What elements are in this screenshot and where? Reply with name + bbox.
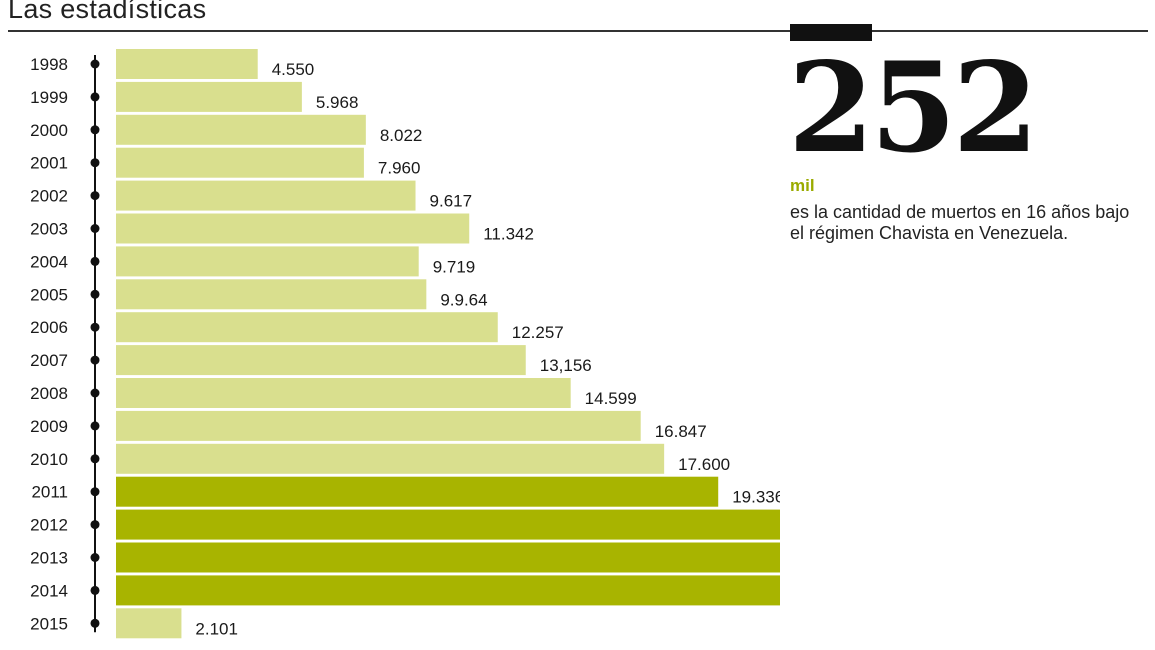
year-label-2009: 2009: [30, 417, 68, 436]
year-label-2014: 2014: [30, 581, 68, 600]
year-label-1998: 1998: [30, 55, 68, 74]
year-label-2008: 2008: [30, 384, 68, 403]
axis-dot-2006: [90, 322, 100, 332]
value-label-2008: 14.599: [585, 389, 637, 408]
year-label-2001: 2001: [30, 154, 68, 173]
value-label-2006: 12.257: [512, 323, 564, 342]
value-label-2005: 9.9.64: [440, 290, 487, 309]
year-label-2013: 2013: [30, 549, 68, 568]
axis-dot-2001: [90, 158, 100, 168]
axis-dot-2013: [90, 553, 100, 562]
bar-2004: [116, 246, 419, 277]
axis-dot-2000: [90, 125, 100, 135]
value-label-2002: 9.617: [430, 192, 473, 211]
axis-dot-2002: [90, 191, 100, 201]
bar-2013: [116, 542, 780, 573]
bar-2011: [116, 476, 719, 507]
axis-dot-1998: [90, 59, 100, 69]
value-label-2007: 13,156: [540, 356, 592, 375]
bar-2006: [116, 312, 498, 343]
year-label-2010: 2010: [30, 450, 68, 469]
value-label-2001: 7.960: [378, 159, 421, 178]
chart-heading: Las estadísticas: [8, 0, 207, 24]
value-label-2000: 8.022: [380, 126, 423, 145]
highlight-accent-bar: [790, 24, 872, 41]
axis-dot-2003: [90, 224, 100, 233]
axis-dot-2008: [90, 388, 100, 398]
year-label-1999: 1999: [30, 88, 68, 107]
axis-dot-2014: [90, 585, 100, 595]
value-label-2015: 2.101: [195, 619, 238, 638]
highlight-unit: mil: [790, 176, 815, 195]
bar-2007: [116, 345, 526, 376]
axis-dot-2010: [90, 454, 100, 464]
year-label-2015: 2015: [30, 614, 68, 633]
highlight-number: 252: [788, 36, 1039, 181]
year-label-2002: 2002: [30, 187, 68, 206]
year-label-2011: 2011: [31, 483, 68, 502]
value-label-1998: 4.550: [272, 60, 315, 79]
bar-2010: [116, 443, 665, 474]
bar-1998: [116, 49, 258, 79]
bar-2000: [116, 114, 366, 145]
axis-dot-2007: [90, 355, 100, 365]
year-label-2004: 2004: [30, 252, 68, 271]
axis-dot-2012: [90, 520, 100, 530]
bar-2015: [116, 608, 182, 639]
axis-dot-2011: [90, 487, 100, 497]
value-label-1999: 5.968: [316, 93, 359, 112]
year-label-2003: 2003: [30, 220, 68, 239]
year-label-2012: 2012: [30, 516, 68, 535]
year-label-2000: 2000: [30, 121, 68, 140]
value-label-2009: 16.847: [655, 422, 707, 441]
bar-2003: [116, 213, 470, 244]
bar-2005: [116, 279, 427, 310]
heading-rule: [8, 30, 1148, 32]
bar-1999: [116, 81, 302, 112]
bar-2008: [116, 378, 571, 408]
year-label-2006: 2006: [30, 318, 68, 337]
bar-chart: 1998 4.550 1999 5.968 2000 8.022 2001 7.960 2002…: [30, 49, 780, 639]
value-label-2010: 17.600: [678, 455, 730, 474]
bar-2002: [116, 180, 416, 211]
axis-dot-2005: [90, 289, 100, 299]
value-label-2011: 19.336: [732, 488, 780, 507]
axis-dot-2015: [90, 618, 100, 628]
bar-2001: [116, 147, 364, 178]
value-label-2004: 9.719: [433, 257, 476, 276]
year-label-2005: 2005: [30, 285, 68, 304]
year-label-2007: 2007: [30, 351, 68, 370]
bar-2014: [116, 575, 780, 606]
bar-2009: [116, 410, 641, 441]
bar-2012: [116, 509, 780, 540]
axis-dot-2004: [90, 256, 100, 266]
axis-dot-2009: [90, 421, 100, 431]
axis-dot-1999: [90, 92, 100, 102]
value-label-2003: 11.342: [483, 225, 534, 244]
highlight-description: es la cantidad de muertos en 16 años baj…: [790, 202, 1130, 243]
